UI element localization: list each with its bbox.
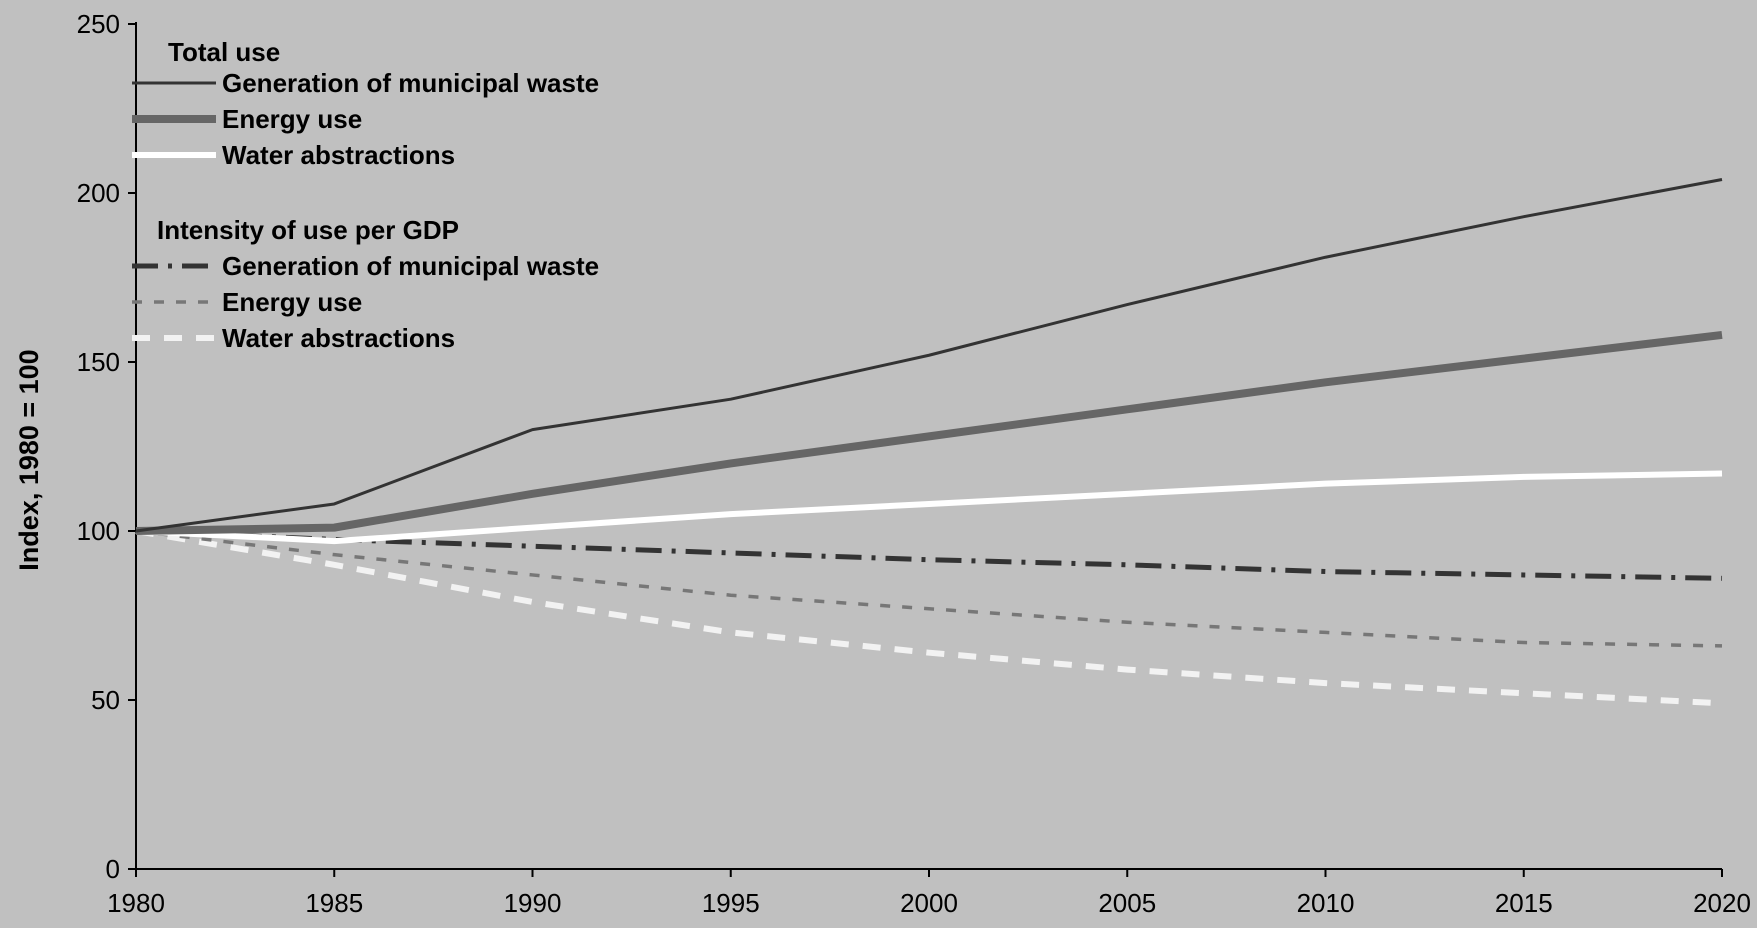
y-tick-label: 200 xyxy=(77,178,120,208)
x-tick-label: 2010 xyxy=(1297,888,1355,918)
legend-label: Generation of municipal waste xyxy=(222,68,599,98)
series-lines xyxy=(135,178,1723,707)
legend-label: Energy use xyxy=(222,287,362,317)
y-tick-label: 150 xyxy=(77,347,120,377)
y-axis-title: Index, 1980 = 100 xyxy=(14,349,44,570)
series-line xyxy=(135,528,1723,707)
y-tick-label: 0 xyxy=(106,854,120,884)
x-tick-label: 1990 xyxy=(504,888,562,918)
series-line xyxy=(135,178,1723,533)
axes: 0 50 100 150 200 250 1980 1985 1990 1995 2000 2005 2… xyxy=(77,9,1751,918)
x-tick-label: 2015 xyxy=(1495,888,1553,918)
x-tick-label: 1995 xyxy=(702,888,760,918)
y-tick-label: 100 xyxy=(77,516,120,546)
y-tick-label: 250 xyxy=(77,9,120,39)
x-tick-label: 2020 xyxy=(1693,888,1751,918)
legend-label: Water abstractions xyxy=(222,140,455,170)
x-tick-label: 2000 xyxy=(900,888,958,918)
legend-group-title: Total use xyxy=(168,37,280,67)
y-tick-label: 50 xyxy=(91,685,120,715)
x-tick-label: 1980 xyxy=(107,888,165,918)
legend-label: Generation of municipal waste xyxy=(222,251,599,281)
x-tick-label: 1985 xyxy=(305,888,363,918)
series-line xyxy=(135,470,1723,545)
series-line xyxy=(135,528,1723,581)
legend-group-title: Intensity of use per GDP xyxy=(157,215,459,245)
x-tick-label: 2005 xyxy=(1098,888,1156,918)
series-line xyxy=(135,529,1723,648)
series-line xyxy=(135,330,1723,535)
legend-label: Water abstractions xyxy=(222,323,455,353)
legend-label: Energy use xyxy=(222,104,362,134)
